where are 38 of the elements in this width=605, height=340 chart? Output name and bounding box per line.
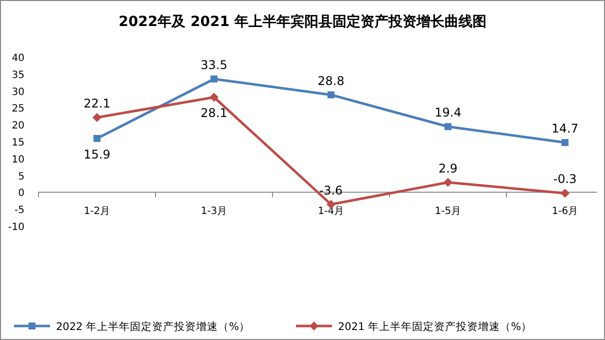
data-label: -0.3 xyxy=(553,172,577,186)
data-label: 2.9 xyxy=(438,161,458,176)
y-tick-label: 20 xyxy=(12,120,24,132)
point xyxy=(94,134,100,142)
point xyxy=(210,75,218,82)
x-tick-label: 1-4月 xyxy=(318,206,344,218)
legend-label: 2022 年上半年固定资产投资增速（%） xyxy=(56,320,250,333)
point xyxy=(210,92,218,102)
y-tick-label: 25 xyxy=(12,104,24,115)
x-tick-label: 1-6月 xyxy=(552,206,578,218)
y-tick-label: 15 xyxy=(12,138,24,148)
data-label: 19.4 xyxy=(434,106,462,120)
y-tick-label: 10 xyxy=(12,154,24,166)
y-tick-label: 40 xyxy=(12,53,24,64)
legend-label: 2021 年上半年固定资产投资增速（%） xyxy=(338,320,532,333)
point xyxy=(92,113,102,122)
data-label: 28.8 xyxy=(318,74,344,88)
x-tick-label: 1-5月 xyxy=(434,206,462,218)
y-tick-label: 0 xyxy=(18,188,24,200)
point xyxy=(560,188,570,198)
y-tick-label: -5 xyxy=(14,205,24,216)
data-label: 22.1 xyxy=(84,96,110,110)
point xyxy=(444,178,452,187)
data-label: 14.7 xyxy=(552,122,578,136)
point xyxy=(562,139,568,146)
chart-title: 2022年及 2021 年上半年宾阳县固定资产投资增长曲线图 xyxy=(118,13,486,30)
y-tick-label: 30 xyxy=(12,86,24,98)
point xyxy=(328,91,334,98)
data-label: 33.5 xyxy=(200,58,228,72)
data-label: -3.6 xyxy=(319,183,343,198)
data-label: 15.9 xyxy=(84,147,110,162)
x-tick-label: 1-2月 xyxy=(84,206,110,218)
y-tick-label: 35 xyxy=(12,70,24,81)
x-tick-label: 1-3月 xyxy=(200,206,228,218)
point xyxy=(444,123,452,130)
data-label: 28.1 xyxy=(200,106,228,120)
y-tick-label: -10 xyxy=(8,222,24,233)
y-tick-label: 5 xyxy=(18,171,24,182)
